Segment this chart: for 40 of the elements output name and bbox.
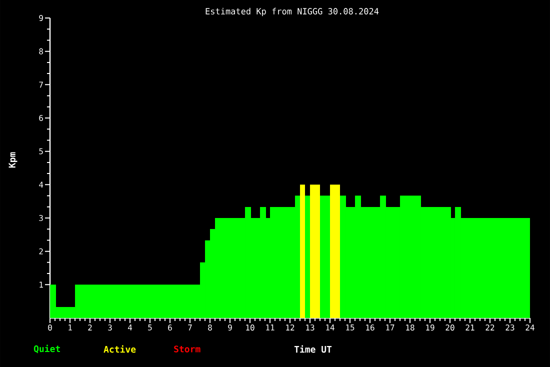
x-tick-label: 7 [188, 324, 192, 330]
x-tick-label: 1 [68, 324, 72, 330]
x-tick-label: 18 [406, 324, 414, 331]
y-tick-label: 2 [39, 248, 43, 254]
x-tick-label: 0 [48, 324, 52, 331]
x-axis-title: Time UT [294, 345, 332, 353]
x-tick-label: 21 [466, 324, 474, 330]
y-tick-label: 9 [39, 14, 43, 22]
x-tick-label: 9 [228, 324, 232, 331]
x-tick-label: 5 [148, 324, 152, 330]
chart-title: Estimated Kp from NIGGG 30.08.2024 [206, 8, 379, 16]
x-tick-label: 14 [326, 324, 334, 330]
x-tick-label: 24 [526, 324, 534, 330]
x-tick-label: 13 [306, 324, 314, 331]
text: Active [104, 345, 136, 353]
x-tick-label: 19 [426, 324, 434, 331]
y-tick-label: 8 [39, 48, 43, 54]
x-tick-label: 20 [446, 324, 454, 331]
text: Storm [174, 346, 200, 352]
x-tick-label: 16 [366, 324, 374, 331]
x-tick-label: 12 [286, 324, 294, 330]
x-tick-label: 17 [386, 324, 394, 330]
y-tick-label: 7 [39, 82, 43, 88]
y-tick-label: 3 [39, 214, 43, 222]
y-tick-label: 1 [40, 282, 43, 288]
x-tick-label: 11 [266, 324, 274, 330]
x-tick-label: 22 [486, 324, 494, 330]
x-tick-label: 4 [128, 324, 132, 330]
y-tick-label: 4 [39, 182, 44, 188]
y-tick-label: 6 [39, 114, 43, 122]
text: Quiet [34, 344, 60, 354]
x-tick-label: 23 [506, 324, 514, 331]
x-tick-label: 15 [346, 324, 354, 330]
x-tick-label: 6 [168, 324, 172, 331]
y-axis-title: Kpm [8, 152, 18, 168]
x-tick-label: 8 [208, 324, 212, 331]
x-tick-label: 10 [246, 324, 254, 331]
x-tick-label: 3 [108, 324, 112, 331]
y-tick-label: 5 [39, 148, 43, 154]
x-tick-label: 2 [88, 324, 92, 330]
